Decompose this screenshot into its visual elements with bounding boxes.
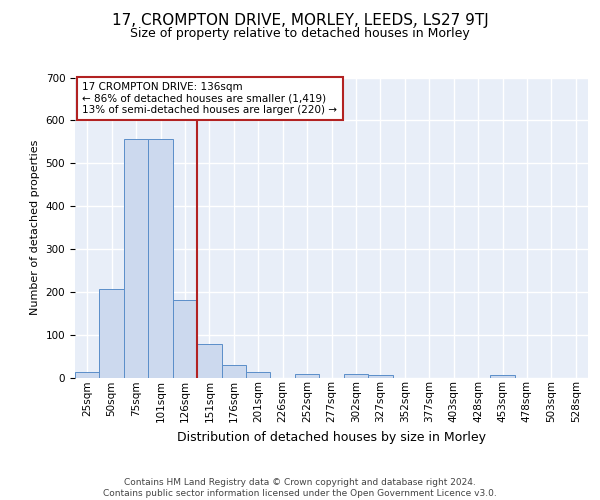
Bar — [173, 300, 197, 378]
Bar — [100, 289, 124, 378]
Bar — [368, 374, 392, 378]
Text: 17, CROMPTON DRIVE, MORLEY, LEEDS, LS27 9TJ: 17, CROMPTON DRIVE, MORLEY, LEEDS, LS27 … — [112, 12, 488, 28]
Bar — [197, 344, 221, 378]
Text: Size of property relative to detached houses in Morley: Size of property relative to detached ho… — [130, 28, 470, 40]
Text: Contains HM Land Registry data © Crown copyright and database right 2024.
Contai: Contains HM Land Registry data © Crown c… — [103, 478, 497, 498]
X-axis label: Distribution of detached houses by size in Morley: Distribution of detached houses by size … — [177, 430, 486, 444]
Bar — [75, 372, 100, 378]
Bar — [295, 374, 319, 378]
Bar — [490, 376, 515, 378]
Bar — [221, 364, 246, 378]
Y-axis label: Number of detached properties: Number of detached properties — [30, 140, 40, 315]
Bar — [148, 139, 173, 378]
Bar — [246, 372, 271, 378]
Text: 17 CROMPTON DRIVE: 136sqm
← 86% of detached houses are smaller (1,419)
13% of se: 17 CROMPTON DRIVE: 136sqm ← 86% of detac… — [82, 82, 337, 115]
Bar — [124, 139, 148, 378]
Bar — [344, 374, 368, 378]
